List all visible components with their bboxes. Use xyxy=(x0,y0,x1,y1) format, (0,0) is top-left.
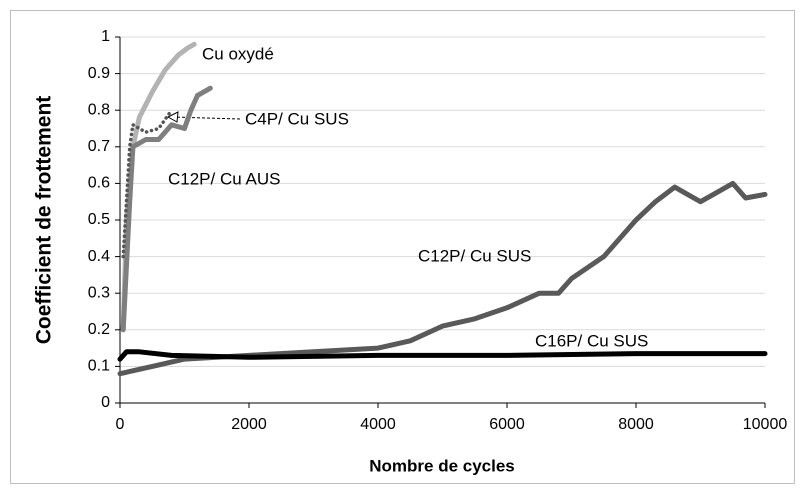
series-line xyxy=(117,349,768,362)
y-tick-label: 0.4 xyxy=(88,248,110,265)
y-tick-label: 0.9 xyxy=(88,65,110,82)
series-label: C4P/ Cu SUS xyxy=(245,109,349,128)
y-tick-label: 0 xyxy=(101,394,110,411)
x-tick-label: 10000 xyxy=(743,416,788,433)
series-line xyxy=(121,108,174,259)
series-line xyxy=(120,85,213,333)
series-line xyxy=(117,180,768,377)
y-tick-label: 0.7 xyxy=(88,138,110,155)
series-label: Cu oxydé xyxy=(202,44,274,63)
y-tick-label: 0.3 xyxy=(88,284,110,301)
series-label: C16P/ Cu SUS xyxy=(535,331,648,350)
x-axis-label: Nombre de cycles xyxy=(369,456,515,475)
y-axis-label: Coefficient de frottement xyxy=(33,96,56,345)
x-tick-label: 6000 xyxy=(489,416,525,433)
x-tick-label: 4000 xyxy=(360,416,396,433)
chart-frame xyxy=(10,10,795,484)
annotation-arrow xyxy=(171,116,241,120)
y-tick-label: 0.6 xyxy=(88,175,110,192)
y-tick-label: 0.2 xyxy=(88,321,110,338)
arrow-head xyxy=(166,111,179,123)
y-tick-label: 0.8 xyxy=(88,101,110,118)
x-tick-label: 0 xyxy=(116,416,125,433)
y-tick-label: 1 xyxy=(101,28,110,45)
y-tick-label: 0.1 xyxy=(88,358,110,375)
y-tick-label: 0.5 xyxy=(88,211,110,228)
series-label: C12P/ Cu SUS xyxy=(418,246,531,265)
series-label: C12P/ Cu AUS xyxy=(168,169,280,188)
x-tick-label: 2000 xyxy=(231,416,267,433)
x-tick-label: 8000 xyxy=(618,416,654,433)
